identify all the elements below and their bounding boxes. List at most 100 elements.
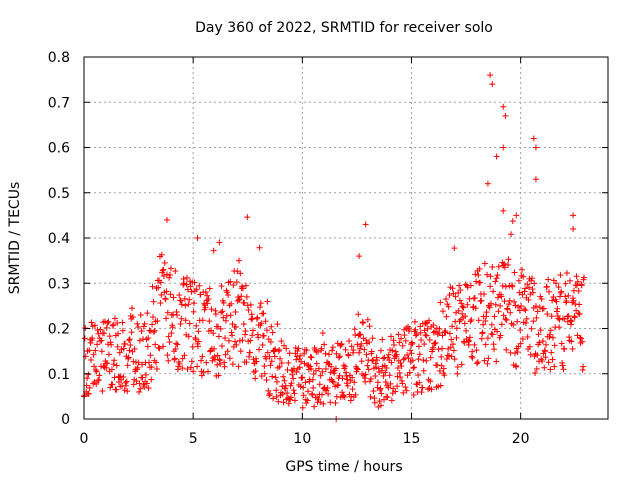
- data-point: [129, 314, 136, 321]
- data-point: [458, 300, 465, 307]
- data-point: [411, 364, 418, 371]
- data-point: [529, 289, 536, 296]
- data-point: [355, 311, 362, 318]
- data-point: [320, 400, 327, 407]
- data-point: [557, 272, 564, 279]
- data-point: [154, 317, 161, 324]
- data-point: [120, 373, 127, 380]
- data-point: [446, 330, 453, 337]
- data-point: [471, 294, 478, 301]
- data-point: [347, 377, 354, 384]
- y-axis-label: SRMTID / TECUs: [7, 182, 23, 295]
- data-point: [332, 365, 339, 372]
- data-point: [295, 345, 302, 352]
- data-point: [240, 321, 247, 328]
- data-point: [90, 351, 97, 358]
- data-point: [447, 344, 454, 351]
- data-point: [167, 265, 174, 272]
- data-point: [122, 382, 129, 389]
- data-point: [266, 392, 273, 399]
- data-point: [356, 253, 363, 260]
- data-point: [518, 266, 525, 273]
- data-point: [134, 320, 141, 327]
- data-point: [532, 176, 539, 183]
- data-point: [362, 371, 369, 378]
- data-point: [418, 336, 425, 343]
- data-point: [166, 339, 173, 346]
- data-point: [233, 279, 240, 286]
- data-point: [252, 375, 259, 382]
- data-point: [500, 312, 507, 319]
- data-point: [477, 298, 484, 305]
- data-point: [435, 346, 442, 353]
- data-point: [268, 358, 275, 365]
- data-point: [268, 323, 275, 330]
- data-point: [478, 335, 485, 342]
- y-tick-label: 0.3: [48, 276, 70, 292]
- y-tick-label: 0.2: [48, 322, 70, 338]
- data-point: [374, 379, 381, 386]
- data-point: [145, 385, 152, 392]
- data-point: [558, 340, 565, 347]
- data-point: [358, 340, 365, 347]
- data-point: [532, 303, 539, 310]
- data-point: [317, 372, 324, 379]
- data-point: [515, 277, 522, 284]
- data-point: [560, 366, 567, 373]
- data-point: [321, 341, 328, 348]
- data-point: [441, 372, 448, 379]
- data-point: [397, 374, 404, 381]
- data-point: [386, 372, 393, 379]
- data-point: [190, 368, 197, 375]
- data-point: [396, 339, 403, 346]
- data-point: [430, 322, 437, 329]
- data-point: [210, 330, 217, 337]
- data-point: [421, 327, 428, 334]
- data-point: [170, 294, 177, 301]
- data-point: [448, 336, 455, 343]
- data-point: [529, 275, 536, 282]
- data-point: [524, 281, 531, 288]
- data-point: [431, 340, 438, 347]
- data-point: [111, 357, 118, 364]
- data-point: [395, 331, 402, 338]
- data-point: [181, 352, 188, 359]
- data-point: [568, 318, 575, 325]
- data-point: [563, 298, 570, 305]
- data-point: [336, 354, 343, 361]
- data-point: [569, 345, 576, 352]
- data-point: [490, 288, 497, 295]
- data-point: [329, 378, 336, 385]
- data-point: [434, 362, 441, 369]
- data-point: [263, 377, 270, 384]
- data-point: [574, 278, 581, 285]
- data-point: [344, 382, 351, 389]
- data-point: [559, 362, 566, 369]
- data-point: [278, 360, 285, 367]
- data-point: [549, 297, 556, 304]
- data-point: [254, 314, 261, 321]
- data-point: [181, 295, 188, 302]
- data-point: [374, 357, 381, 364]
- data-point: [160, 343, 167, 350]
- data-point: [151, 327, 158, 334]
- data-point: [495, 263, 502, 270]
- data-point: [224, 289, 231, 296]
- data-point: [179, 365, 186, 372]
- data-point: [352, 331, 359, 338]
- plot-frame: [83, 56, 609, 420]
- data-point: [269, 373, 276, 380]
- data-point: [157, 299, 164, 306]
- data-point: [459, 303, 466, 310]
- data-point: [489, 263, 496, 270]
- data-point: [367, 393, 374, 400]
- data-point: [401, 332, 408, 339]
- data-point: [191, 279, 198, 286]
- data-point: [489, 81, 496, 88]
- data-point: [422, 332, 429, 339]
- data-point: [404, 351, 411, 358]
- data-point: [165, 333, 172, 340]
- data-point: [471, 341, 478, 348]
- data-point: [357, 331, 364, 338]
- data-point: [379, 336, 386, 343]
